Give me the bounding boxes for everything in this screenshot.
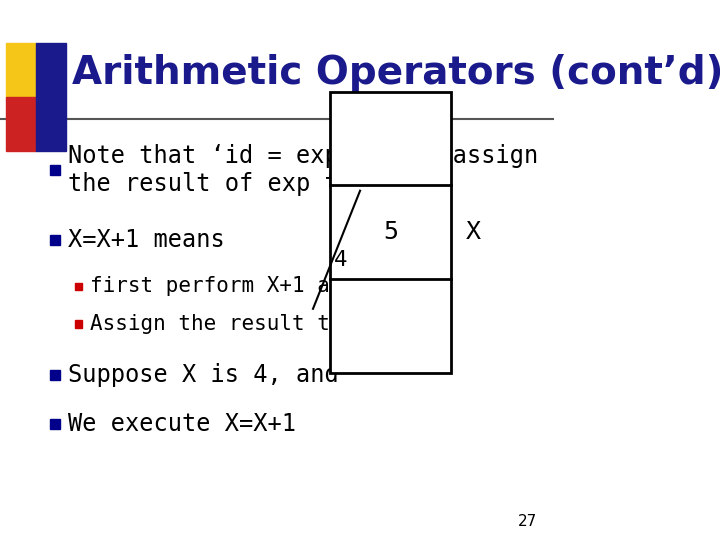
Text: Assign the result to X: Assign the result to X: [90, 314, 368, 334]
Bar: [50, 165, 60, 175]
Bar: [50, 370, 60, 380]
Text: X: X: [465, 220, 480, 244]
Text: 4: 4: [334, 250, 347, 270]
Text: 5: 5: [383, 220, 398, 244]
Bar: [50, 419, 60, 429]
Bar: [75, 283, 82, 289]
Bar: [36, 43, 66, 151]
Text: first perform X+1 and: first perform X+1 and: [90, 276, 356, 296]
Text: X=X+1 means: X=X+1 means: [68, 228, 225, 252]
Text: We execute X=X+1: We execute X=X+1: [68, 412, 296, 436]
Bar: [6, 43, 36, 97]
Bar: [6, 97, 36, 151]
Text: Arithmetic Operators (cont’d): Arithmetic Operators (cont’d): [72, 54, 720, 92]
Bar: [75, 320, 82, 327]
Bar: [50, 235, 60, 245]
Text: 27: 27: [518, 514, 537, 529]
Text: Suppose X is 4, and: Suppose X is 4, and: [68, 363, 339, 387]
Text: Note that ‘id = exp’ means assign
the result of exp to id, so: Note that ‘id = exp’ means assign the re…: [68, 144, 539, 196]
Bar: [330, 92, 451, 373]
